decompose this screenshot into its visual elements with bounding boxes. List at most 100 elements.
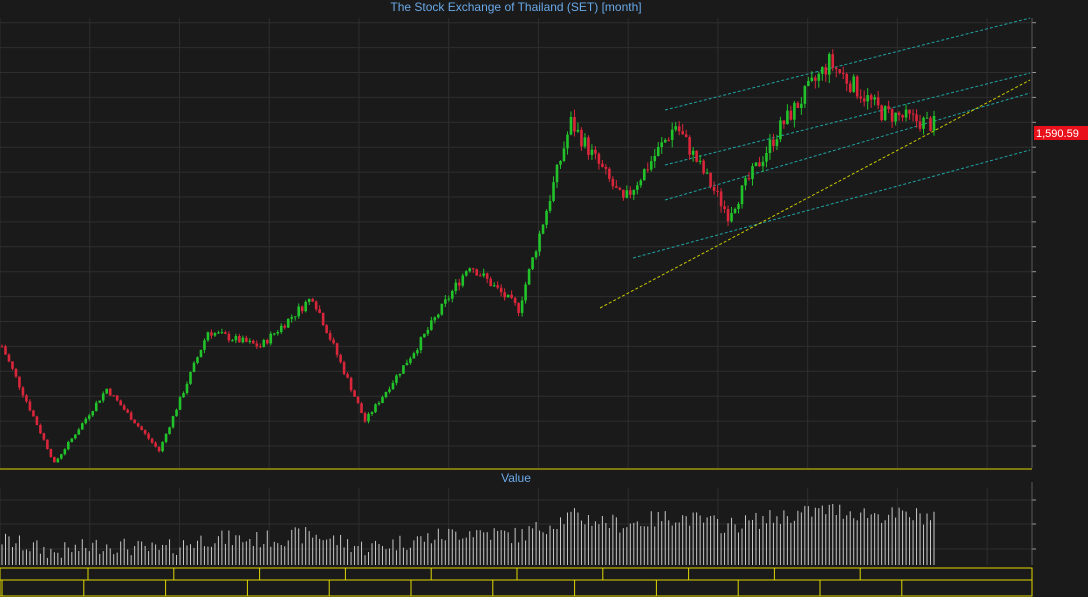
candle-body bbox=[87, 415, 91, 419]
candle-body bbox=[150, 438, 154, 443]
candle-body bbox=[11, 361, 14, 369]
candle-body bbox=[349, 377, 353, 391]
candle-body bbox=[430, 320, 433, 330]
candle-body bbox=[541, 224, 545, 234]
candle-body bbox=[712, 186, 716, 191]
candle-body bbox=[154, 442, 157, 447]
candle-body bbox=[649, 161, 653, 170]
candle-body bbox=[335, 343, 339, 355]
candle-body bbox=[119, 400, 122, 406]
candle-body bbox=[56, 458, 60, 463]
candle-body bbox=[775, 139, 779, 146]
candle-body bbox=[276, 332, 280, 334]
candle-body bbox=[782, 120, 786, 125]
candle-body bbox=[346, 373, 349, 378]
candle-body bbox=[883, 106, 887, 121]
candle-body bbox=[342, 362, 346, 374]
candle-body bbox=[733, 208, 737, 213]
candle-body bbox=[761, 161, 765, 167]
candle-body bbox=[503, 292, 506, 298]
candle-body bbox=[265, 339, 269, 344]
candle-body bbox=[569, 116, 573, 135]
candle-body bbox=[423, 333, 426, 338]
trend-channel-line bbox=[664, 92, 1031, 201]
candle-body bbox=[695, 150, 698, 162]
candle-body bbox=[60, 454, 63, 459]
candle-body bbox=[238, 335, 241, 343]
candle-body bbox=[269, 333, 273, 344]
candle-body bbox=[496, 285, 499, 288]
candle-body bbox=[4, 346, 7, 355]
candle-body bbox=[608, 168, 611, 179]
candle-body bbox=[182, 393, 185, 398]
candle-body bbox=[133, 419, 136, 424]
candle-body bbox=[670, 129, 674, 140]
candle-body bbox=[168, 427, 171, 434]
candle-body bbox=[580, 129, 583, 147]
candle-body bbox=[46, 439, 49, 450]
candle-body bbox=[876, 97, 880, 106]
candle-body bbox=[506, 294, 510, 298]
candle-body bbox=[252, 340, 255, 344]
candle-body bbox=[255, 343, 259, 347]
candle-body bbox=[234, 335, 238, 341]
candle-body bbox=[618, 187, 622, 190]
candle-body bbox=[789, 110, 793, 120]
volume-layer bbox=[1, 503, 935, 565]
candle-body bbox=[53, 456, 56, 463]
candle-body bbox=[866, 95, 869, 102]
candle-body bbox=[464, 271, 468, 276]
candle-body bbox=[908, 109, 911, 114]
grid-layer bbox=[0, 18, 1032, 565]
candle-body bbox=[831, 54, 835, 68]
candle-body bbox=[674, 126, 677, 130]
candle-body bbox=[489, 278, 492, 287]
candle-body bbox=[286, 318, 290, 328]
candle-body bbox=[84, 418, 88, 424]
candle-body bbox=[887, 106, 890, 110]
candle-body bbox=[534, 251, 538, 258]
candle-body bbox=[21, 387, 25, 396]
candle-body bbox=[112, 395, 116, 397]
candle-body bbox=[855, 76, 859, 97]
candle-body bbox=[381, 397, 384, 403]
candle-body bbox=[545, 210, 548, 225]
candle-body bbox=[663, 139, 667, 143]
candle-body bbox=[827, 54, 831, 75]
candle-body bbox=[185, 383, 189, 394]
candle-body bbox=[929, 117, 932, 131]
time-axis-frame bbox=[0, 567, 1033, 597]
candle-body bbox=[583, 137, 587, 147]
candle-body bbox=[869, 95, 873, 100]
candle-body bbox=[42, 433, 46, 440]
candle-body bbox=[108, 388, 112, 396]
candle-body bbox=[115, 395, 119, 401]
candle-body bbox=[192, 362, 196, 372]
candle-body bbox=[377, 402, 381, 405]
candle-body bbox=[321, 312, 325, 326]
candle-body bbox=[597, 153, 601, 164]
candle-body bbox=[894, 112, 897, 122]
candle-body bbox=[171, 416, 175, 428]
candle-body bbox=[527, 269, 531, 285]
candle-body bbox=[873, 97, 876, 100]
candle-body bbox=[478, 275, 482, 277]
candle-body bbox=[698, 160, 702, 162]
candle-body bbox=[325, 325, 328, 334]
candle-body bbox=[660, 142, 664, 148]
candle-body bbox=[538, 233, 541, 252]
candle-body bbox=[475, 269, 479, 276]
trend-channel-line bbox=[664, 72, 1031, 166]
candle-body bbox=[101, 393, 105, 401]
candle-body bbox=[297, 306, 301, 317]
time-axis bbox=[0, 567, 1033, 597]
candle-body bbox=[653, 156, 657, 162]
candle-body bbox=[719, 191, 723, 207]
candle-body bbox=[391, 382, 395, 390]
candle-body bbox=[231, 340, 234, 342]
candle-body bbox=[49, 449, 53, 457]
candle-body bbox=[444, 299, 447, 304]
candle-body bbox=[629, 190, 632, 195]
candle-body bbox=[279, 325, 283, 333]
